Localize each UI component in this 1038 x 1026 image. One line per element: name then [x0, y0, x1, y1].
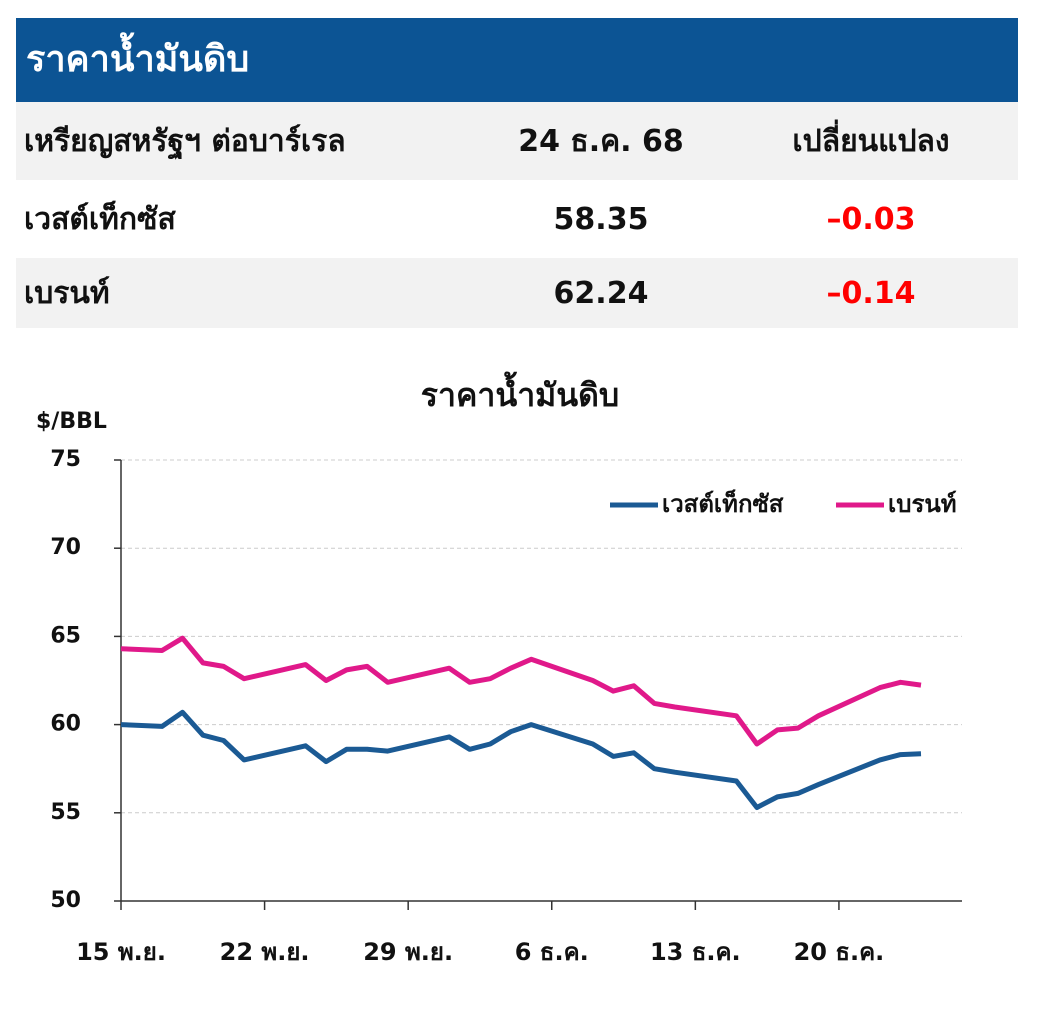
table-row: เบรนท์ 62.24 –0.14: [16, 258, 1018, 328]
header-title: ราคาน้ำมันดิบ: [16, 18, 1018, 102]
column-header: เปลี่ยนแปลง: [792, 123, 950, 159]
chart-title: ราคาน้ำมันดิบ: [421, 371, 619, 414]
x-tick-label: 20 ธ.ค.: [794, 938, 885, 966]
cell: –0.03: [826, 201, 916, 237]
cell: เบรนท์: [24, 275, 110, 311]
x-tick-label: 6 ธ.ค.: [515, 938, 589, 966]
line-series: [120, 709, 922, 810]
cell: –0.14: [826, 275, 916, 311]
x-tick-label: 29 พ.ย.: [363, 938, 453, 966]
column-header: 24 ธ.ค. 68: [518, 123, 684, 159]
column-header: เหรียญสหรัฐฯ ต่อบาร์เรล: [24, 123, 346, 159]
x-tick-label: 15 พ.ย.: [76, 938, 166, 966]
cell: 58.35: [553, 201, 649, 237]
y-tick-label: 70: [50, 535, 81, 560]
y-tick-label: 50: [50, 888, 81, 913]
legend-label: เวสต์เท็กซัส: [662, 489, 784, 518]
y-axis-label: $/BBL: [36, 409, 107, 434]
y-tick-label: 65: [50, 623, 81, 648]
cell: 62.24: [553, 275, 649, 311]
y-tick-label: 75: [50, 447, 81, 472]
x-tick-label: 13 ธ.ค.: [650, 938, 741, 966]
x-tick-label: 22 พ.ย.: [220, 938, 310, 966]
legend-label: เบรนท์: [888, 490, 957, 518]
table-row: เวสต์เท็กซัส 58.35 –0.03: [16, 180, 1018, 258]
line-series: [120, 635, 922, 747]
y-tick-label: 55: [50, 800, 81, 825]
table-header: เหรียญสหรัฐฯ ต่อบาร์เรล 24 ธ.ค. 68 เปลี่…: [16, 102, 1018, 180]
y-tick-label: 60: [50, 712, 81, 737]
cell: เวสต์เท็กซัส: [24, 201, 176, 237]
